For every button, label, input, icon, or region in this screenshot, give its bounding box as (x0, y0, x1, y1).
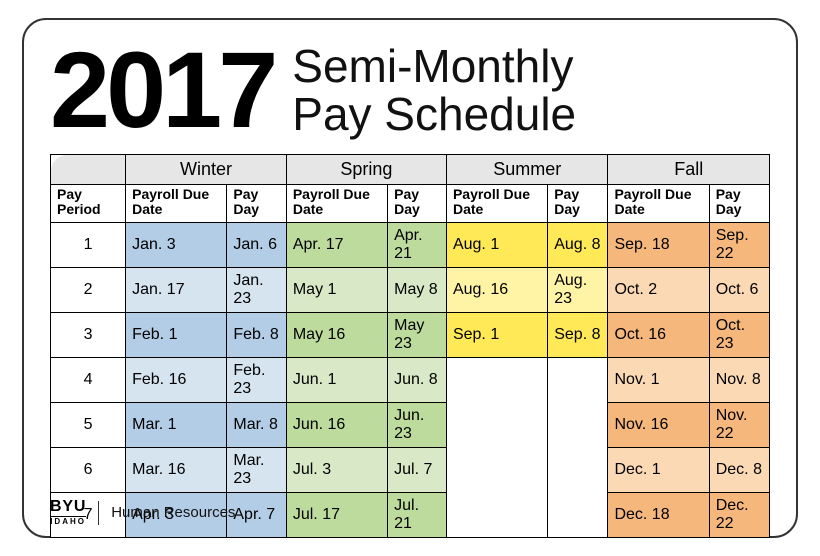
fall-due-cell: Nov. 16 (608, 402, 709, 447)
fall-payday-cell: Nov. 22 (709, 402, 769, 447)
fall-payday-cell: Oct. 23 (709, 312, 769, 357)
fall-due-cell: Dec. 18 (608, 492, 709, 537)
empty-cell (446, 402, 547, 447)
pay-period-cell: 1 (51, 222, 126, 267)
summer-due-cell: Sep. 1 (446, 312, 547, 357)
logo-bottom: IDAHO (50, 516, 86, 526)
winter-due-cell: Mar. 16 (126, 447, 227, 492)
corner-cell (51, 155, 126, 185)
winter-due-cell: Jan. 17 (126, 267, 227, 312)
spring-payday-cell: May 23 (388, 312, 447, 357)
spring-payday-cell: Jul. 21 (388, 492, 447, 537)
fall-payday-cell: Sep. 22 (709, 222, 769, 267)
summer-payday-header: Pay Day (548, 185, 608, 223)
table-row: 6Mar. 16Mar. 23Jul. 3Jul. 7 Dec. 1Dec. 8 (51, 447, 770, 492)
empty-cell (446, 492, 547, 537)
empty-cell (446, 447, 547, 492)
spring-payday-cell: Jun. 23 (388, 402, 447, 447)
summer-payday-cell: Sep. 8 (548, 312, 608, 357)
fall-payday-header: Pay Day (709, 185, 769, 223)
spring-due-header: Payroll Due Date (286, 185, 387, 223)
winter-due-header: Payroll Due Date (126, 185, 227, 223)
winter-due-cell: Feb. 16 (126, 357, 227, 402)
pay-schedule-table: Winter Spring Summer Fall Pay Period Pay… (50, 154, 770, 538)
department: Human Resources (111, 504, 235, 521)
winter-payday-cell: Mar. 23 (227, 447, 286, 492)
winter-due-cell: Jan. 3 (126, 222, 227, 267)
empty-cell (548, 402, 608, 447)
pay-period-cell: 3 (51, 312, 126, 357)
spring-due-cell: May 1 (286, 267, 387, 312)
empty-cell (548, 492, 608, 537)
winter-payday-cell: Feb. 8 (227, 312, 286, 357)
spring-payday-header: Pay Day (388, 185, 447, 223)
column-header-row: Pay Period Payroll Due Date Pay Day Payr… (51, 185, 770, 223)
summer-due-header: Payroll Due Date (446, 185, 547, 223)
season-spring: Spring (286, 155, 446, 185)
fall-due-cell: Oct. 2 (608, 267, 709, 312)
winter-payday-header: Pay Day (227, 185, 286, 223)
spring-payday-cell: Apr. 21 (388, 222, 447, 267)
pay-period-cell: 6 (51, 447, 126, 492)
footer-divider (98, 501, 99, 525)
winter-payday-cell: Feb. 23 (227, 357, 286, 402)
byu-logo: BYU IDAHO (50, 499, 86, 526)
winter-due-cell: Mar. 1 (126, 402, 227, 447)
pay-period-cell: 4 (51, 357, 126, 402)
table-row: 4Feb. 16Feb. 23Jun. 1Jun. 8 Nov. 1Nov. 8 (51, 357, 770, 402)
winter-due-cell: Feb. 1 (126, 312, 227, 357)
spring-due-cell: Jun. 16 (286, 402, 387, 447)
empty-cell (446, 357, 547, 402)
spring-payday-cell: May 8 (388, 267, 447, 312)
spring-due-cell: Apr. 17 (286, 222, 387, 267)
fall-payday-cell: Nov. 8 (709, 357, 769, 402)
header: 2017 Semi-Monthly Pay Schedule (50, 36, 770, 144)
subtitle-line2: Pay Schedule (292, 90, 576, 138)
summer-due-cell: Aug. 1 (446, 222, 547, 267)
table-row: 3Feb. 1Feb. 8May 16May 23Sep. 1Sep. 8Oct… (51, 312, 770, 357)
footer: BYU IDAHO Human Resources (50, 499, 235, 526)
empty-cell (548, 357, 608, 402)
empty-cell (548, 447, 608, 492)
winter-payday-cell: Apr. 7 (227, 492, 286, 537)
spring-due-cell: Jun. 1 (286, 357, 387, 402)
pay-period-cell: 2 (51, 267, 126, 312)
table-row: 1Jan. 3Jan. 6Apr. 17Apr. 21Aug. 1Aug. 8S… (51, 222, 770, 267)
fall-due-cell: Oct. 16 (608, 312, 709, 357)
fall-payday-cell: Oct. 6 (709, 267, 769, 312)
table-row: 5Mar. 1Mar. 8Jun. 16Jun. 23 Nov. 16Nov. 2… (51, 402, 770, 447)
subtitle-line1: Semi-Monthly (292, 42, 576, 90)
season-summer: Summer (446, 155, 608, 185)
pay-period-header: Pay Period (51, 185, 126, 223)
logo-top: BYU (50, 499, 86, 515)
winter-payday-cell: Mar. 8 (227, 402, 286, 447)
table-row: 2Jan. 17Jan. 23May 1May 8Aug. 16Aug. 23O… (51, 267, 770, 312)
fall-payday-cell: Dec. 8 (709, 447, 769, 492)
year: 2017 (50, 36, 274, 144)
fall-due-header: Payroll Due Date (608, 185, 709, 223)
season-winter: Winter (126, 155, 287, 185)
summer-payday-cell: Aug. 8 (548, 222, 608, 267)
summer-due-cell: Aug. 16 (446, 267, 547, 312)
season-header-row: Winter Spring Summer Fall (51, 155, 770, 185)
spring-payday-cell: Jun. 8 (388, 357, 447, 402)
schedule-card: 2017 Semi-Monthly Pay Schedule Winter Sp… (22, 18, 798, 538)
spring-due-cell: May 16 (286, 312, 387, 357)
fall-payday-cell: Dec. 22 (709, 492, 769, 537)
table-body: 1Jan. 3Jan. 6Apr. 17Apr. 21Aug. 1Aug. 8S… (51, 222, 770, 537)
spring-due-cell: Jul. 17 (286, 492, 387, 537)
spring-payday-cell: Jul. 7 (388, 447, 447, 492)
season-fall: Fall (608, 155, 770, 185)
summer-payday-cell: Aug. 23 (548, 267, 608, 312)
subtitle: Semi-Monthly Pay Schedule (292, 42, 576, 139)
fall-due-cell: Sep. 18 (608, 222, 709, 267)
fall-due-cell: Nov. 1 (608, 357, 709, 402)
fall-due-cell: Dec. 1 (608, 447, 709, 492)
spring-due-cell: Jul. 3 (286, 447, 387, 492)
winter-payday-cell: Jan. 23 (227, 267, 286, 312)
pay-period-cell: 5 (51, 402, 126, 447)
winter-payday-cell: Jan. 6 (227, 222, 286, 267)
